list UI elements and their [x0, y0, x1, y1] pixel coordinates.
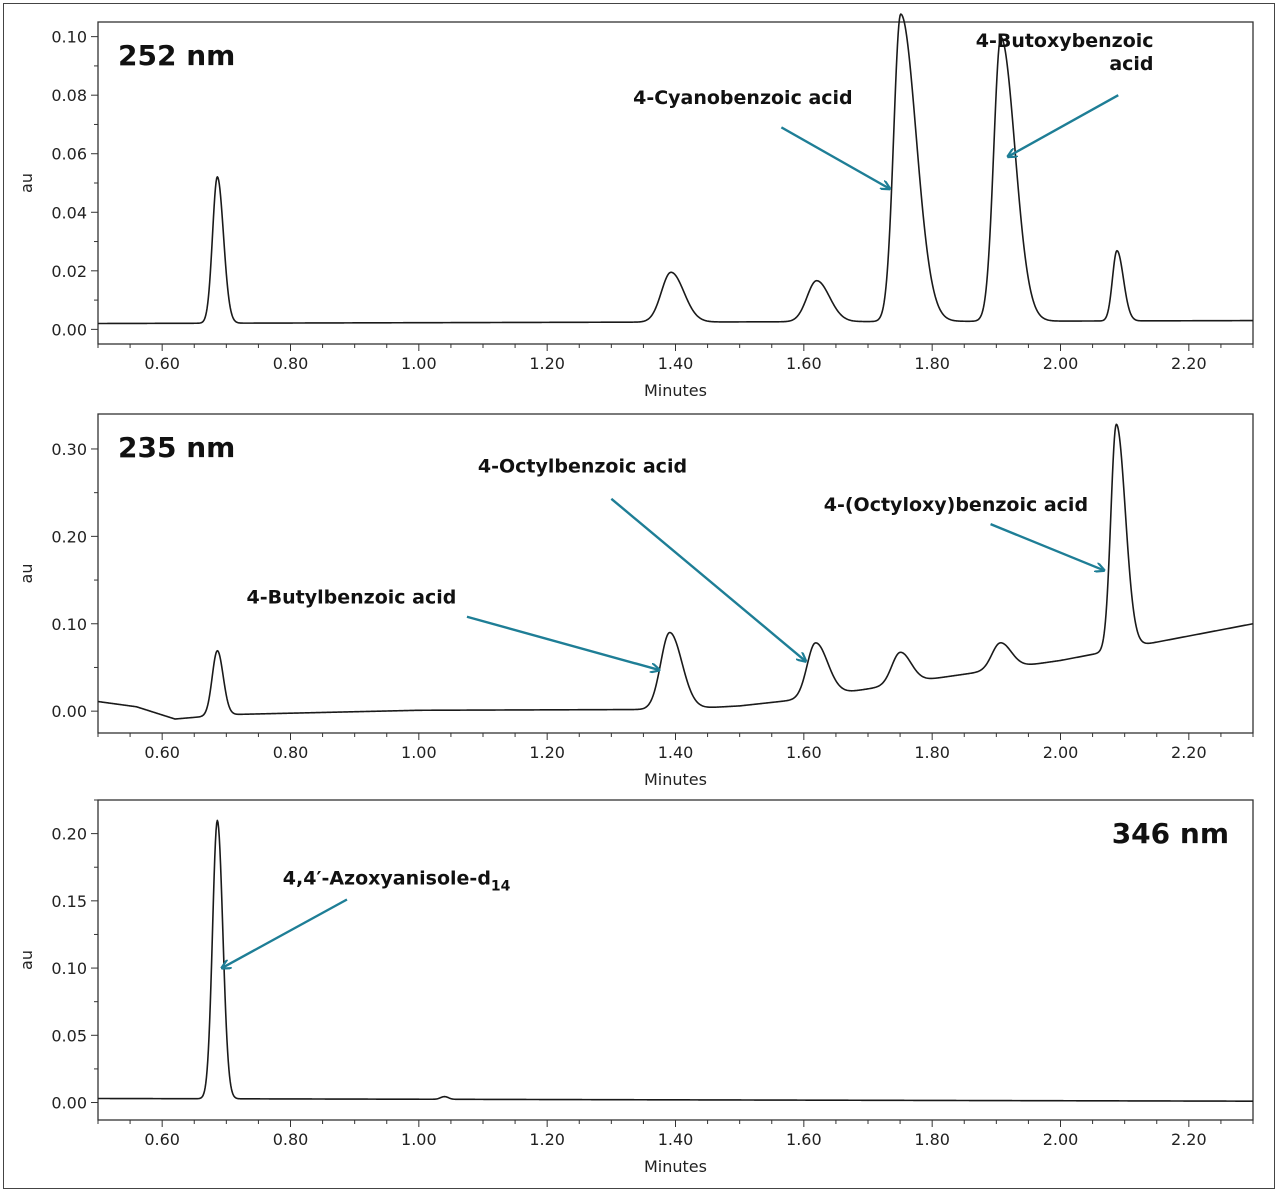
x-tick-label: 0.80	[273, 1130, 309, 1149]
y-axis-label: au	[17, 564, 36, 584]
chart-panel-3: 0.60 0.80 1.00 1.20 1.40 1.60 1.80 2.00 2.20 0.00…	[17, 799, 1254, 1176]
wavelength-label: 235 nm	[118, 431, 235, 464]
x-axis-label: Minutes	[644, 1157, 707, 1176]
x-tick-label: 2.20	[1171, 1130, 1207, 1149]
x-tick-label: 0.80	[273, 743, 309, 762]
x-tick-label: 1.20	[529, 743, 565, 762]
x-tick-label: 1.40	[658, 743, 694, 762]
x-axis-label: Minutes	[644, 770, 707, 789]
annotation-arrow	[222, 898, 348, 968]
wavelength-label: 346 nm	[1112, 817, 1229, 850]
compound-label: acid	[1109, 53, 1153, 75]
chromatogram-trace	[97, 819, 1254, 1102]
y-tick-label: 0.20	[51, 527, 87, 546]
chromatogram-trace	[97, 423, 1254, 720]
annotation-arrow	[610, 497, 805, 662]
compound-label: 4,4′-Azoxyanisole-d14	[283, 868, 511, 895]
y-tick-label: 0.06	[51, 145, 87, 164]
x-tick-label: 2.00	[1043, 354, 1079, 373]
x-tick-label: 2.20	[1171, 354, 1207, 373]
x-tick-label: 0.60	[144, 743, 180, 762]
x-tick-label: 1.80	[914, 354, 950, 373]
y-tick-label: 0.15	[51, 892, 87, 911]
plot-area	[97, 21, 1254, 345]
y-tick-label: 0.00	[51, 702, 87, 721]
chart-panel-2: 0.60 0.80 1.00 1.20 1.40 1.60 1.80 2.00 2.20 0.00…	[17, 413, 1254, 789]
chromatogram-trace	[97, 13, 1254, 325]
y-tick-label: 0.00	[51, 1094, 87, 1113]
chart-panel-1: 0.60 0.80 1.00 1.20 1.40 1.60 1.80 2.00 2.20 0.00…	[17, 13, 1254, 400]
x-tick-label: 1.60	[786, 1130, 822, 1149]
x-axis-label: Minutes	[644, 381, 707, 400]
plot-area	[97, 799, 1254, 1121]
x-tick-label: 1.00	[401, 354, 437, 373]
x-tick-label: 1.80	[914, 743, 950, 762]
x-tick-label: 0.60	[144, 1130, 180, 1149]
x-tick-label: 0.80	[273, 354, 309, 373]
x-tick-label: 2.20	[1171, 743, 1207, 762]
y-tick-label: 0.04	[51, 203, 87, 222]
annotation-arrow	[1008, 94, 1119, 156]
y-tick-label: 0.10	[51, 615, 87, 634]
compound-label: 4-Octylbenzoic acid	[478, 456, 687, 478]
y-tick-label: 0.00	[51, 320, 87, 339]
wavelength-label: 252 nm	[118, 39, 235, 72]
y-tick-label: 0.10	[51, 959, 87, 978]
compound-label: 4-Cyanobenzoic acid	[633, 87, 853, 109]
annotation-arrow	[780, 126, 889, 188]
x-tick-label: 1.20	[529, 354, 565, 373]
x-tick-label: 1.00	[401, 743, 437, 762]
compound-label: 4-Butoxybenzoic	[976, 30, 1154, 52]
y-tick-label: 0.30	[51, 440, 87, 459]
x-tick-label: 0.60	[144, 354, 180, 373]
y-tick-label: 0.02	[51, 262, 87, 281]
annotation-arrow	[466, 615, 659, 670]
y-axis-label: au	[17, 950, 36, 970]
compound-label: 4-(Octyloxy)benzoic acid	[824, 494, 1088, 516]
x-tick-label: 1.00	[401, 1130, 437, 1149]
y-axis-label: au	[17, 173, 36, 193]
x-tick-label: 1.60	[786, 354, 822, 373]
x-tick-label: 1.40	[658, 1130, 694, 1149]
x-tick-label: 1.40	[658, 354, 694, 373]
y-tick-label: 0.08	[51, 86, 87, 105]
x-tick-label: 1.60	[786, 743, 822, 762]
x-tick-label: 1.20	[529, 1130, 565, 1149]
figure-frame	[3, 3, 1275, 1189]
y-tick-label: 0.05	[51, 1026, 87, 1045]
x-tick-label: 2.00	[1043, 743, 1079, 762]
y-tick-label: 0.10	[51, 28, 87, 47]
x-tick-label: 1.80	[914, 1130, 950, 1149]
x-tick-label: 2.00	[1043, 1130, 1079, 1149]
annotation-arrow	[990, 523, 1105, 570]
compound-label: 4-Butylbenzoic acid	[247, 587, 457, 609]
y-tick-label: 0.20	[51, 825, 87, 844]
